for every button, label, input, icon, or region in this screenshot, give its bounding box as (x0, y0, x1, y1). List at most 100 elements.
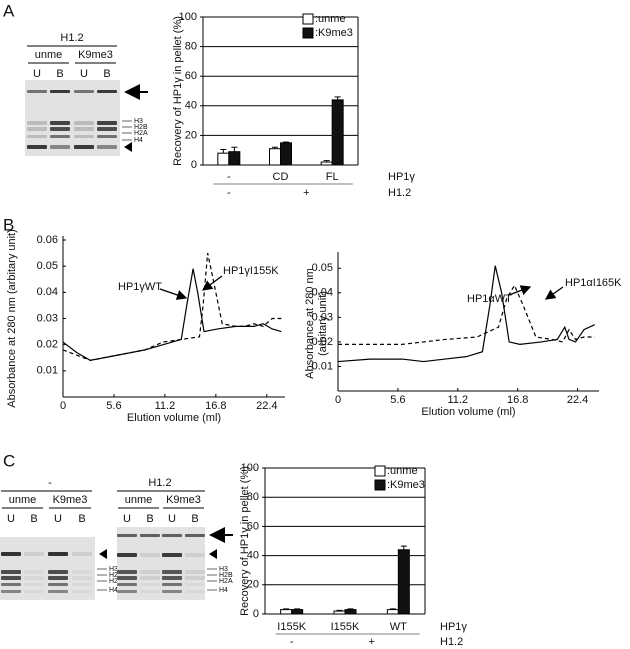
x-tick-label: 11.2 (448, 394, 469, 406)
gel-group: K9me3 (78, 49, 113, 61)
x-tick-label: 16.8 (507, 394, 528, 406)
panel-label: B (3, 215, 14, 234)
gel-band (117, 553, 137, 557)
group-label: + (368, 636, 374, 648)
histone-label: H4 (134, 137, 143, 144)
gel-band (162, 534, 182, 537)
annotation: HP1γI155K (223, 265, 279, 277)
arrowhead (124, 142, 132, 152)
gel-lane: U (168, 513, 176, 525)
gel-band (50, 145, 70, 149)
y-tick-label: 0.04 (312, 287, 333, 299)
gel-band (185, 570, 205, 574)
bar (291, 609, 304, 615)
gel-image (0, 537, 95, 600)
gel-band (24, 552, 44, 556)
histone-label: H3 (134, 118, 143, 125)
y-tick-label: 20 (247, 579, 259, 591)
gel-band (74, 90, 94, 93)
y-tick-label: 0.01 (312, 360, 333, 372)
gel-band (74, 121, 94, 125)
gel-band (185, 590, 205, 593)
histone-label: H4 (109, 587, 118, 594)
legend-swatch (374, 479, 386, 491)
gel-band (140, 590, 160, 593)
histone-label: H2B (134, 124, 148, 131)
bar (397, 549, 410, 615)
y-axis-title: (arbitary unit) (317, 291, 329, 356)
annotation: HP1αWT (467, 293, 512, 305)
y-tick-label: 100 (241, 462, 259, 474)
gel-band (117, 583, 137, 586)
arrowhead (99, 549, 107, 559)
x-axis-title: Elution volume (ml) (127, 412, 221, 424)
gel-band (27, 127, 47, 131)
histone-label: H2A (134, 130, 148, 137)
y-axis-title: Recovery of HP1γ in pellet (%) (172, 16, 184, 166)
y-tick-label: 0.01 (37, 365, 58, 377)
histone-label: H2A (219, 578, 233, 585)
gel-group: unme (9, 494, 37, 506)
legend-label: :K9me3 (315, 27, 353, 39)
y-axis-title: Absorbance at 280 nm (304, 268, 316, 379)
gel-lane: B (78, 513, 85, 525)
gel-band (24, 570, 44, 574)
gel-band (117, 570, 137, 574)
gel-band (74, 127, 94, 131)
gel-band (48, 583, 68, 586)
series-line (62, 252, 282, 361)
legend-swatch (374, 465, 386, 477)
x-tick-label: - (227, 171, 231, 183)
legend-swatch (302, 27, 314, 39)
gel-band (140, 583, 160, 586)
y-tick-label: 0.02 (37, 339, 58, 351)
bar (320, 161, 333, 166)
x-tick-label: I155K (331, 621, 360, 633)
gel-band (140, 553, 160, 557)
gel-band (97, 127, 117, 131)
x-axis-title: Elution volume (ml) (421, 406, 515, 418)
bar (228, 151, 241, 166)
y-tick-label: 80 (185, 41, 197, 53)
gel-band (97, 145, 117, 149)
y-tick-label: 80 (247, 491, 259, 503)
bar (386, 609, 399, 615)
series-line (62, 268, 282, 361)
group-label: + (303, 187, 309, 199)
annotation-arrow (159, 288, 188, 300)
annotation-arrow (201, 275, 223, 291)
row-label: HP1γ (440, 621, 467, 633)
y-tick-label: 40 (247, 550, 259, 562)
y-tick-label: 60 (185, 70, 197, 82)
gel-lane: B (146, 513, 153, 525)
y-tick-label: 0 (253, 608, 259, 620)
gel-lane: B (191, 513, 198, 525)
gel-band (72, 570, 92, 574)
legend-label: :K9me3 (387, 479, 425, 491)
gel-image (117, 527, 205, 600)
gel-lane: U (7, 513, 15, 525)
histone-label: H4 (219, 587, 228, 594)
gel-band (140, 534, 160, 537)
gel-title: H1.2 (148, 477, 171, 489)
bar (280, 142, 292, 166)
gel-band (162, 570, 182, 574)
y-axis-title: Recovery of HP1γ in pellet (%) (239, 466, 251, 616)
x-tick-label: 0 (60, 400, 66, 412)
y-tick-label: 60 (247, 520, 259, 532)
legend-label: :unme (387, 465, 418, 477)
gel-band (117, 534, 137, 537)
x-tick-label: 22.4 (256, 400, 277, 412)
gel-band (97, 90, 117, 93)
y-axis-title: Absorbance at 280 nm (arbitary unit) (6, 229, 18, 408)
gel-title: H1.2 (60, 32, 83, 44)
gel-band (24, 576, 44, 580)
gel-band (185, 534, 205, 537)
gel-band (185, 576, 205, 580)
x-tick-label: 22.4 (567, 394, 588, 406)
gel-group: unme (35, 49, 63, 61)
gel-band (117, 576, 137, 580)
x-tick-label: WT (390, 621, 407, 633)
gel-band (48, 552, 68, 556)
y-tick-label: 20 (185, 129, 197, 141)
